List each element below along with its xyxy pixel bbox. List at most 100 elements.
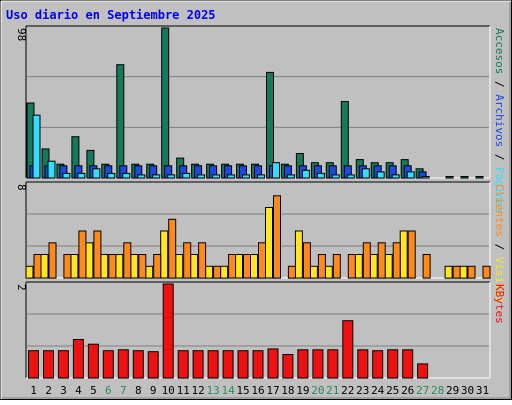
bar-clientes-day-31 bbox=[482, 265, 491, 279]
bar-visitas-day-7 bbox=[115, 254, 124, 279]
y-axis-max-label: 98 bbox=[15, 28, 28, 41]
bar-accesos-day-30 bbox=[460, 176, 469, 179]
legend-entry: / bbox=[493, 74, 506, 94]
x-tick-label-day-13: 13 bbox=[206, 384, 219, 397]
bar-clientes-day-29 bbox=[452, 265, 461, 279]
bar-pginas-day-13 bbox=[212, 174, 221, 179]
bar-clientes-day-16 bbox=[258, 242, 266, 279]
bar-kbytes-day-2 bbox=[43, 350, 54, 379]
day-labels-layer: 1 2 3 4 5 6 7 8 9 10 11 12 13 14 15 16 17 18 19 20 21 22 23 24 2… bbox=[30, 384, 489, 397]
x-tick-label-day-2: 2 bbox=[45, 384, 52, 397]
bar-clientes-day-22 bbox=[347, 254, 356, 279]
bar-kbytes-day-14 bbox=[222, 350, 234, 379]
bar-pginas-day-1 bbox=[32, 114, 41, 179]
bar-pginas-day-16 bbox=[257, 174, 265, 179]
legend-top: Accesos / Archivos / Páginas bbox=[493, 28, 506, 213]
bar-visitas-day-16 bbox=[250, 254, 258, 279]
bar-kbytes-day-23 bbox=[357, 349, 369, 379]
x-tick-label-day-23: 23 bbox=[356, 384, 369, 397]
bar-kbytes-day-17 bbox=[267, 348, 279, 379]
bar-kbytes-day-15 bbox=[237, 350, 249, 379]
bar-visitas-day-9 bbox=[145, 265, 154, 279]
x-tick-label-day-24: 24 bbox=[371, 384, 385, 397]
bar-visitas-day-12 bbox=[190, 254, 199, 279]
legend-entry: / bbox=[493, 237, 506, 257]
bar-kbytes-day-12 bbox=[192, 350, 204, 379]
bar-pginas-day-27 bbox=[421, 176, 430, 179]
bar-visitas-day-21 bbox=[324, 265, 333, 279]
x-tick-label-day-6: 6 bbox=[105, 384, 112, 397]
x-tick-label-day-10: 10 bbox=[162, 384, 175, 397]
bar-clientes-day-20 bbox=[317, 254, 326, 279]
legend-entry: Clientes bbox=[493, 184, 506, 237]
y-axis-max-label: 8 bbox=[15, 184, 28, 191]
x-tick-label-day-21: 21 bbox=[326, 384, 339, 397]
bar-pginas-day-3 bbox=[62, 172, 71, 179]
bar-pginas-day-14 bbox=[227, 174, 236, 179]
bar-clientes-day-30 bbox=[467, 265, 476, 279]
bar-visitas-day-14 bbox=[220, 265, 229, 279]
bar-visitas-day-29 bbox=[444, 265, 453, 279]
bar-clientes-day-18 bbox=[287, 265, 296, 279]
bar-visitas-day-5 bbox=[85, 242, 94, 279]
legend-bottom: KBytes bbox=[493, 284, 506, 324]
bar-clientes-day-12 bbox=[198, 242, 207, 279]
bar-visitas-day-20 bbox=[309, 265, 318, 279]
legend-entry: Archivos bbox=[493, 94, 506, 147]
bar-visitas-day-30 bbox=[459, 265, 468, 279]
bar-kbytes-day-22 bbox=[342, 320, 354, 379]
bar-clientes-day-14 bbox=[228, 254, 237, 279]
bar-clientes-day-6 bbox=[108, 254, 117, 279]
bar-kbytes-day-21 bbox=[327, 349, 339, 379]
x-tick-label-day-30: 30 bbox=[461, 384, 474, 397]
bar-pginas-day-15 bbox=[242, 174, 250, 179]
legend-entry: Páginas bbox=[493, 167, 506, 213]
x-tick-label-day-15: 15 bbox=[236, 384, 249, 397]
bar-pginas-day-21 bbox=[331, 174, 340, 179]
x-tick-label-day-20: 20 bbox=[311, 384, 324, 397]
bar-kbytes-day-11 bbox=[177, 350, 189, 379]
x-tick-label-day-3: 3 bbox=[60, 384, 67, 397]
x-tick-label-day-26: 26 bbox=[401, 384, 414, 397]
bar-visitas-day-8 bbox=[130, 254, 139, 279]
bar-clientes-day-19 bbox=[302, 242, 311, 279]
bar-clientes-day-13 bbox=[213, 265, 222, 279]
x-tick-label-day-25: 25 bbox=[386, 384, 399, 397]
bar-clientes-day-24 bbox=[377, 242, 386, 279]
bar-pginas-day-22 bbox=[346, 174, 355, 179]
x-tick-label-day-28: 28 bbox=[431, 384, 444, 397]
bar-accesos-day-7 bbox=[116, 64, 125, 179]
bar-pginas-day-26 bbox=[406, 171, 415, 179]
legend-entry: / bbox=[493, 147, 506, 167]
x-tick-label-day-4: 4 bbox=[75, 384, 82, 397]
bar-visitas-day-11 bbox=[175, 254, 184, 279]
bar-kbytes-day-1 bbox=[28, 350, 39, 379]
bar-kbytes-day-19 bbox=[297, 349, 309, 379]
panel-top: 98 Accesos / Archivos / Páginas bbox=[15, 25, 506, 213]
bar-clientes-day-27 bbox=[422, 254, 431, 279]
x-tick-label-day-14: 14 bbox=[221, 384, 235, 397]
bar-pginas-day-18 bbox=[286, 174, 295, 179]
bar-pginas-day-24 bbox=[376, 171, 385, 179]
bar-visitas-day-15 bbox=[235, 254, 243, 279]
x-tick-label-day-5: 5 bbox=[90, 384, 97, 397]
bar-pginas-day-9 bbox=[152, 174, 161, 179]
bar-kbytes-day-7 bbox=[117, 349, 129, 379]
bar-kbytes-day-4 bbox=[72, 339, 84, 379]
bar-pginas-day-19 bbox=[301, 169, 310, 179]
legend-middle: Clientes / Visitas bbox=[493, 184, 506, 303]
bar-visitas-day-25 bbox=[384, 254, 393, 279]
y-axis-max-label: 2 bbox=[15, 284, 28, 291]
bar-kbytes-day-3 bbox=[57, 350, 69, 379]
panel-bottom: 2 KBytes bbox=[15, 281, 506, 379]
bar-kbytes-day-18 bbox=[282, 354, 294, 379]
x-tick-label-day-22: 22 bbox=[341, 384, 354, 397]
legend-entry: KBytes bbox=[493, 284, 506, 324]
bar-visitas-day-24 bbox=[369, 254, 378, 279]
x-tick-label-day-1: 1 bbox=[30, 384, 37, 397]
bar-clientes-day-10 bbox=[168, 218, 177, 279]
bar-kbytes-day-16 bbox=[252, 350, 264, 379]
bar-clientes-day-25 bbox=[392, 242, 401, 279]
bar-accesos-day-29 bbox=[445, 176, 454, 179]
